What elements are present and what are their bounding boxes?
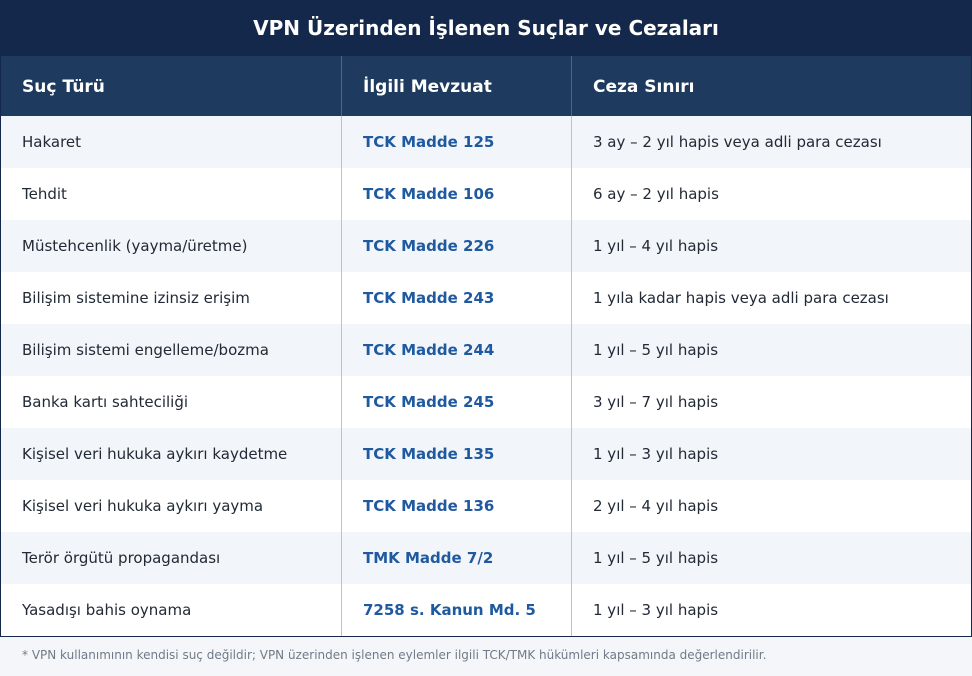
law-cell: TCK Madde 125 xyxy=(341,116,571,168)
crime-cell: Tehdit xyxy=(22,185,67,203)
penalty-cell: 1 yıl – 5 yıl hapis xyxy=(571,532,971,584)
table-row: Banka kartı sahteciliği TCK Madde 245 3 … xyxy=(1,376,971,428)
table-row: Hakaret TCK Madde 125 3 ay – 2 yıl hapis… xyxy=(1,116,971,168)
penalty-cell: 1 yıl – 3 yıl hapis xyxy=(571,584,971,636)
crime-cell: Bilişim sistemine izinsiz erişim xyxy=(22,289,250,307)
column-header-penalty: Ceza Sınırı xyxy=(571,56,971,116)
crime-cell: Yasadışı bahis oynama xyxy=(22,601,192,619)
crime-cell: Bilişim sistemi engelleme/bozma xyxy=(22,341,269,359)
table-row: Kişisel veri hukuka aykırı yayma TCK Mad… xyxy=(1,480,971,532)
table-row: Kişisel veri hukuka aykırı kaydetme TCK … xyxy=(1,428,971,480)
penalty-cell: 6 ay – 2 yıl hapis xyxy=(571,168,971,220)
law-cell: TCK Madde 243 xyxy=(341,272,571,324)
crime-cell: Kişisel veri hukuka aykırı kaydetme xyxy=(22,445,288,463)
penalty-cell: 1 yıl – 3 yıl hapis xyxy=(571,428,971,480)
table-row: Tehdit TCK Madde 106 6 ay – 2 yıl hapis xyxy=(1,168,971,220)
crimes-table: Suç Türü İlgili Mevzuat Ceza Sınırı Haka… xyxy=(0,56,972,637)
table-row: Bilişim sistemine izinsiz erişim TCK Mad… xyxy=(1,272,971,324)
table-header-row: Suç Türü İlgili Mevzuat Ceza Sınırı xyxy=(1,56,971,116)
penalty-cell: 1 yıl – 4 yıl hapis xyxy=(571,220,971,272)
page-title: VPN Üzerinden İşlenen Suçlar ve Cezaları xyxy=(0,0,972,56)
law-cell: TCK Madde 135 xyxy=(341,428,571,480)
column-header-crime: Suç Türü xyxy=(22,77,105,97)
penalty-cell: 3 ay – 2 yıl hapis veya adli para cezası xyxy=(571,116,971,168)
table-row: Terör örgütü propagandası TMK Madde 7/2 … xyxy=(1,532,971,584)
table-row: Müstehcenlik (yayma/üretme) TCK Madde 22… xyxy=(1,220,971,272)
penalty-cell: 1 yıl – 5 yıl hapis xyxy=(571,324,971,376)
crime-cell: Müstehcenlik (yayma/üretme) xyxy=(22,237,248,255)
footnote: * VPN kullanımının kendisi suç değildir;… xyxy=(22,648,767,662)
table-row: Yasadışı bahis oynama 7258 s. Kanun Md. … xyxy=(1,584,971,636)
law-cell: 7258 s. Kanun Md. 5 xyxy=(341,584,571,636)
law-cell: TCK Madde 226 xyxy=(341,220,571,272)
crime-cell: Terör örgütü propagandası xyxy=(22,549,221,567)
law-cell: TCK Madde 136 xyxy=(341,480,571,532)
law-cell: TCK Madde 244 xyxy=(341,324,571,376)
crime-cell: Hakaret xyxy=(22,133,82,151)
penalty-cell: 1 yıla kadar hapis veya adli para cezası xyxy=(571,272,971,324)
crime-cell: Kişisel veri hukuka aykırı yayma xyxy=(22,497,264,515)
penalty-cell: 3 yıl – 7 yıl hapis xyxy=(571,376,971,428)
crime-cell: Banka kartı sahteciliği xyxy=(22,393,189,411)
law-cell: TCK Madde 106 xyxy=(341,168,571,220)
penalty-cell: 2 yıl – 4 yıl hapis xyxy=(571,480,971,532)
column-header-law: İlgili Mevzuat xyxy=(341,56,571,116)
law-cell: TMK Madde 7/2 xyxy=(341,532,571,584)
law-cell: TCK Madde 245 xyxy=(341,376,571,428)
table-row: Bilişim sistemi engelleme/bozma TCK Madd… xyxy=(1,324,971,376)
